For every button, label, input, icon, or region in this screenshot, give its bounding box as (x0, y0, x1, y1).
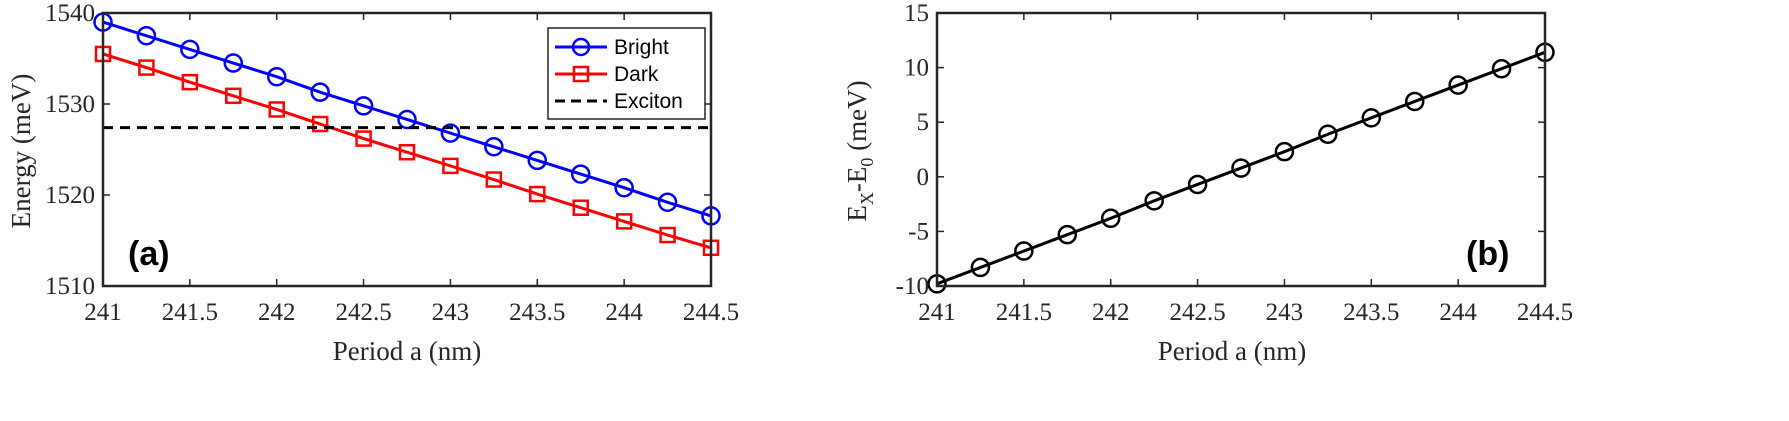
data-point-dark (485, 171, 503, 188)
panel-label-b: (b) (1466, 235, 1509, 273)
y-tick-label-a: 1540 (45, 0, 95, 27)
data-point-bright (657, 192, 678, 213)
x-tick-label-b: 244.5 (1517, 299, 1573, 326)
data-point-bright (310, 82, 330, 102)
data-point-series-0 (1361, 108, 1382, 128)
data-point-dark (442, 157, 459, 175)
data-point-series-0 (970, 257, 991, 278)
data-point-dark (138, 59, 155, 76)
data-point-dark (355, 130, 372, 147)
axes-frame-a (101, 11, 713, 288)
x-tick-label-a: 244.5 (683, 299, 739, 326)
data-point-series-0 (1014, 241, 1034, 261)
series-line-series-0 (936, 50, 1546, 286)
y-tick-label-b: -5 (908, 218, 929, 245)
x-axis-label-a: Period a (nm) (333, 336, 481, 366)
y-tick-label-b: 0 (917, 164, 930, 191)
data-point-bright (266, 66, 287, 87)
y-tick-label-b: 10 (904, 55, 929, 82)
data-point-dark (615, 213, 633, 230)
data-point-dark (398, 143, 416, 161)
data-point-bright (397, 109, 417, 130)
axes-frame-b (935, 11, 1547, 288)
chart-panel-b: 241 241.5 242 242.5 243 243.5 244 244.5 -10 -5 0 5 1… (842, 0, 1573, 366)
series-line-bright (102, 20, 712, 218)
data-point-bright (570, 164, 591, 184)
y-tick-label-b: -10 (896, 273, 929, 300)
data-point-bright (353, 96, 374, 116)
x-tick-label-b: 241.5 (996, 299, 1052, 326)
data-point-bright (440, 123, 461, 143)
data-point-series-0 (1318, 124, 1338, 144)
y-tick-label-b: 5 (917, 109, 930, 136)
axis-ticks-b: 241 241.5 242 242.5 243 243.5 244 244.5 -10 -5 0 5 1… (896, 0, 1573, 326)
data-point-dark (181, 73, 199, 91)
data-point-dark (659, 226, 676, 244)
legend-label-bright: Bright (614, 36, 669, 59)
data-point-dark (268, 101, 285, 118)
data-point-dark (311, 115, 329, 133)
x-tick-label-a: 242 (258, 299, 296, 326)
data-point-bright (223, 53, 244, 73)
y-tick-label-a: 1520 (45, 182, 95, 209)
chart-panel-a: 241 241.5 242 242.5 243 243.5 244 244.5 1510 1520… (6, 0, 739, 366)
data-point-bright (614, 177, 634, 198)
panel-label-a: (a) (128, 235, 170, 273)
data-point-series-0 (1231, 158, 1251, 178)
x-tick-label-b: 241 (918, 299, 956, 326)
data-point-bright (136, 26, 157, 46)
plot-area-b (927, 11, 1555, 294)
y-tick-label-b: 15 (904, 0, 929, 27)
x-tick-label-a: 243 (432, 299, 470, 326)
data-point-series-0 (1274, 141, 1295, 162)
data-point-bright (484, 137, 504, 157)
data-point-series-0 (1491, 58, 1512, 79)
y-tick-label-a: 1510 (45, 273, 95, 300)
x-tick-label-a: 241.5 (162, 299, 218, 326)
legend-marker-dark (572, 65, 590, 83)
plot-area-a (93, 11, 721, 288)
x-tick-label-b: 242.5 (1169, 299, 1225, 326)
legend-a: Bright Dark Exciton (547, 27, 706, 120)
legend-label-dark: Dark (614, 63, 659, 86)
legend-label-exciton: Exciton (614, 90, 683, 113)
data-point-series-0 (1404, 91, 1425, 112)
y-axis-label-b: EX-E0 (meV) (842, 80, 877, 221)
legend-marker-bright (571, 37, 591, 57)
data-point-dark (572, 199, 589, 216)
y-tick-label-a: 1530 (45, 91, 95, 118)
axis-ticks-a: 241 241.5 242 242.5 243 243.5 244 244.5 1510 1520… (45, 0, 739, 326)
x-tick-label-b: 242 (1092, 299, 1130, 326)
y-axis-label-a: Energy (meV) (6, 74, 36, 229)
data-point-series-0 (1448, 75, 1468, 95)
data-point-dark (225, 87, 242, 105)
x-tick-label-b: 243.5 (1343, 299, 1399, 326)
series-line-dark (102, 52, 712, 250)
x-axis-label-b: Period a (nm) (1158, 336, 1306, 366)
data-point-bright (527, 150, 548, 171)
data-point-bright (180, 39, 200, 60)
x-tick-label-b: 244 (1439, 299, 1477, 326)
x-tick-label-b: 243 (1266, 299, 1304, 326)
data-point-series-0 (1144, 191, 1164, 211)
data-point-series-0 (1057, 224, 1078, 245)
data-point-dark (529, 185, 546, 203)
data-point-series-0 (1100, 208, 1121, 229)
x-tick-label-a: 243.5 (509, 299, 565, 326)
data-point-series-0 (1187, 174, 1208, 195)
x-tick-label-a: 242.5 (335, 299, 391, 326)
x-tick-label-a: 241 (84, 299, 122, 326)
x-tick-label-a: 244 (605, 299, 643, 326)
